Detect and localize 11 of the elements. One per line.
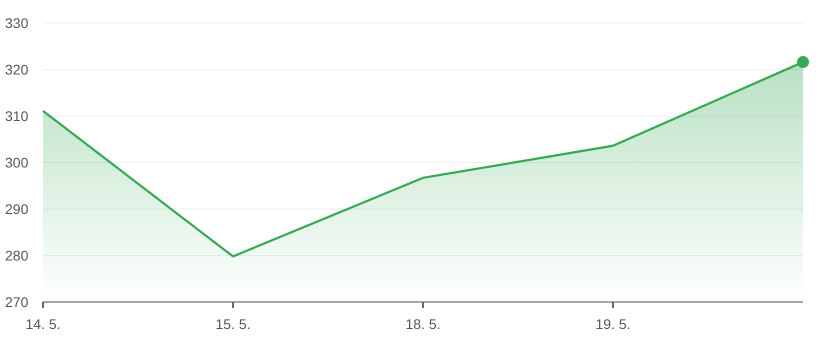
x-tick-label: 14. 5. xyxy=(25,316,61,332)
y-tick-label: 290 xyxy=(5,201,29,217)
y-tick-label: 320 xyxy=(5,62,29,78)
x-tick-label: 19. 5. xyxy=(595,316,631,332)
y-tick-label: 280 xyxy=(5,248,29,264)
x-tick-label: 15. 5. xyxy=(215,316,251,332)
y-tick-label: 270 xyxy=(5,294,29,310)
y-tick-label: 300 xyxy=(5,154,29,170)
y-tick-label: 330 xyxy=(5,15,29,31)
x-tick-label: 18. 5. xyxy=(405,316,441,332)
y-tick-label: 310 xyxy=(5,108,29,124)
